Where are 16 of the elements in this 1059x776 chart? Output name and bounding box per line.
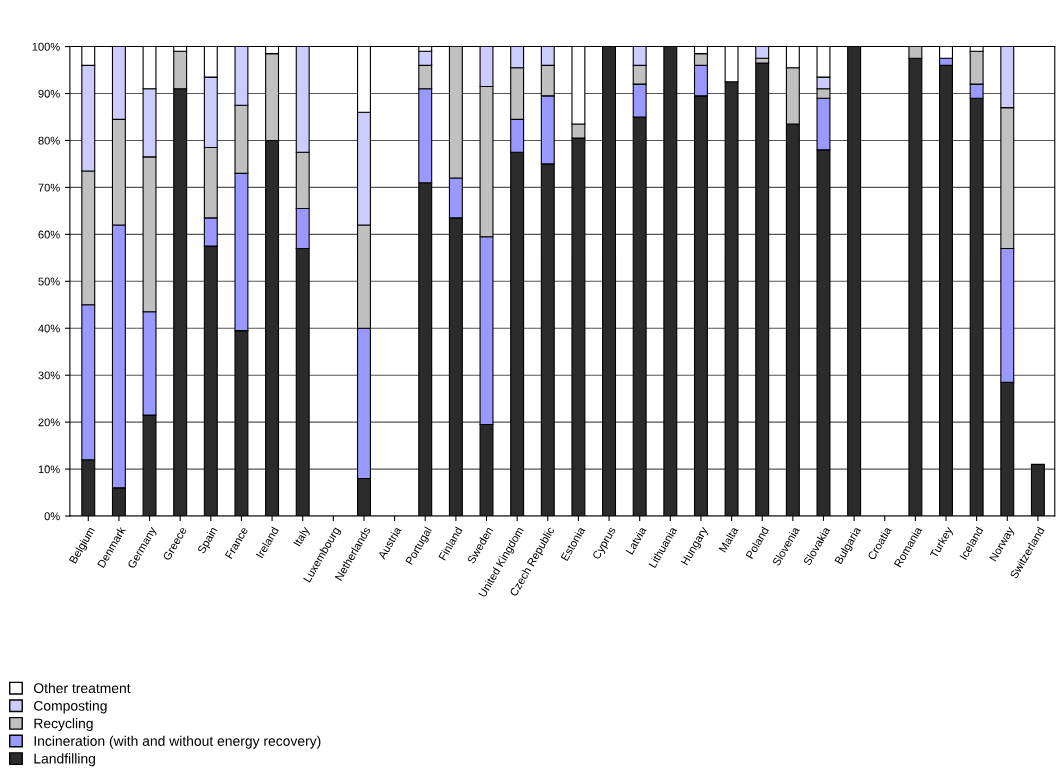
y-tick-label: 20%	[38, 418, 60, 427]
legend-label: Composting	[34, 700, 107, 714]
y-tick-label: 80%	[38, 136, 60, 145]
legend-label: Recycling	[34, 718, 93, 732]
y-tick-label: 30%	[38, 371, 60, 380]
y-tick-label: 100%	[32, 42, 60, 51]
y-tick-label: 90%	[38, 89, 60, 98]
y-tick-label: 60%	[38, 230, 60, 239]
y-tick-label: 70%	[38, 183, 60, 192]
y-tick-label: 40%	[38, 324, 60, 333]
legend-label: Incineration (with and without energy recovery)	[34, 735, 321, 749]
y-tick-label: 0%	[44, 512, 60, 521]
y-tick-label: 10%	[38, 465, 60, 474]
legend-label: Other treatment	[33, 682, 131, 694]
legend-label: Landfilling	[34, 753, 95, 767]
y-tick-label: 50%	[38, 277, 60, 286]
